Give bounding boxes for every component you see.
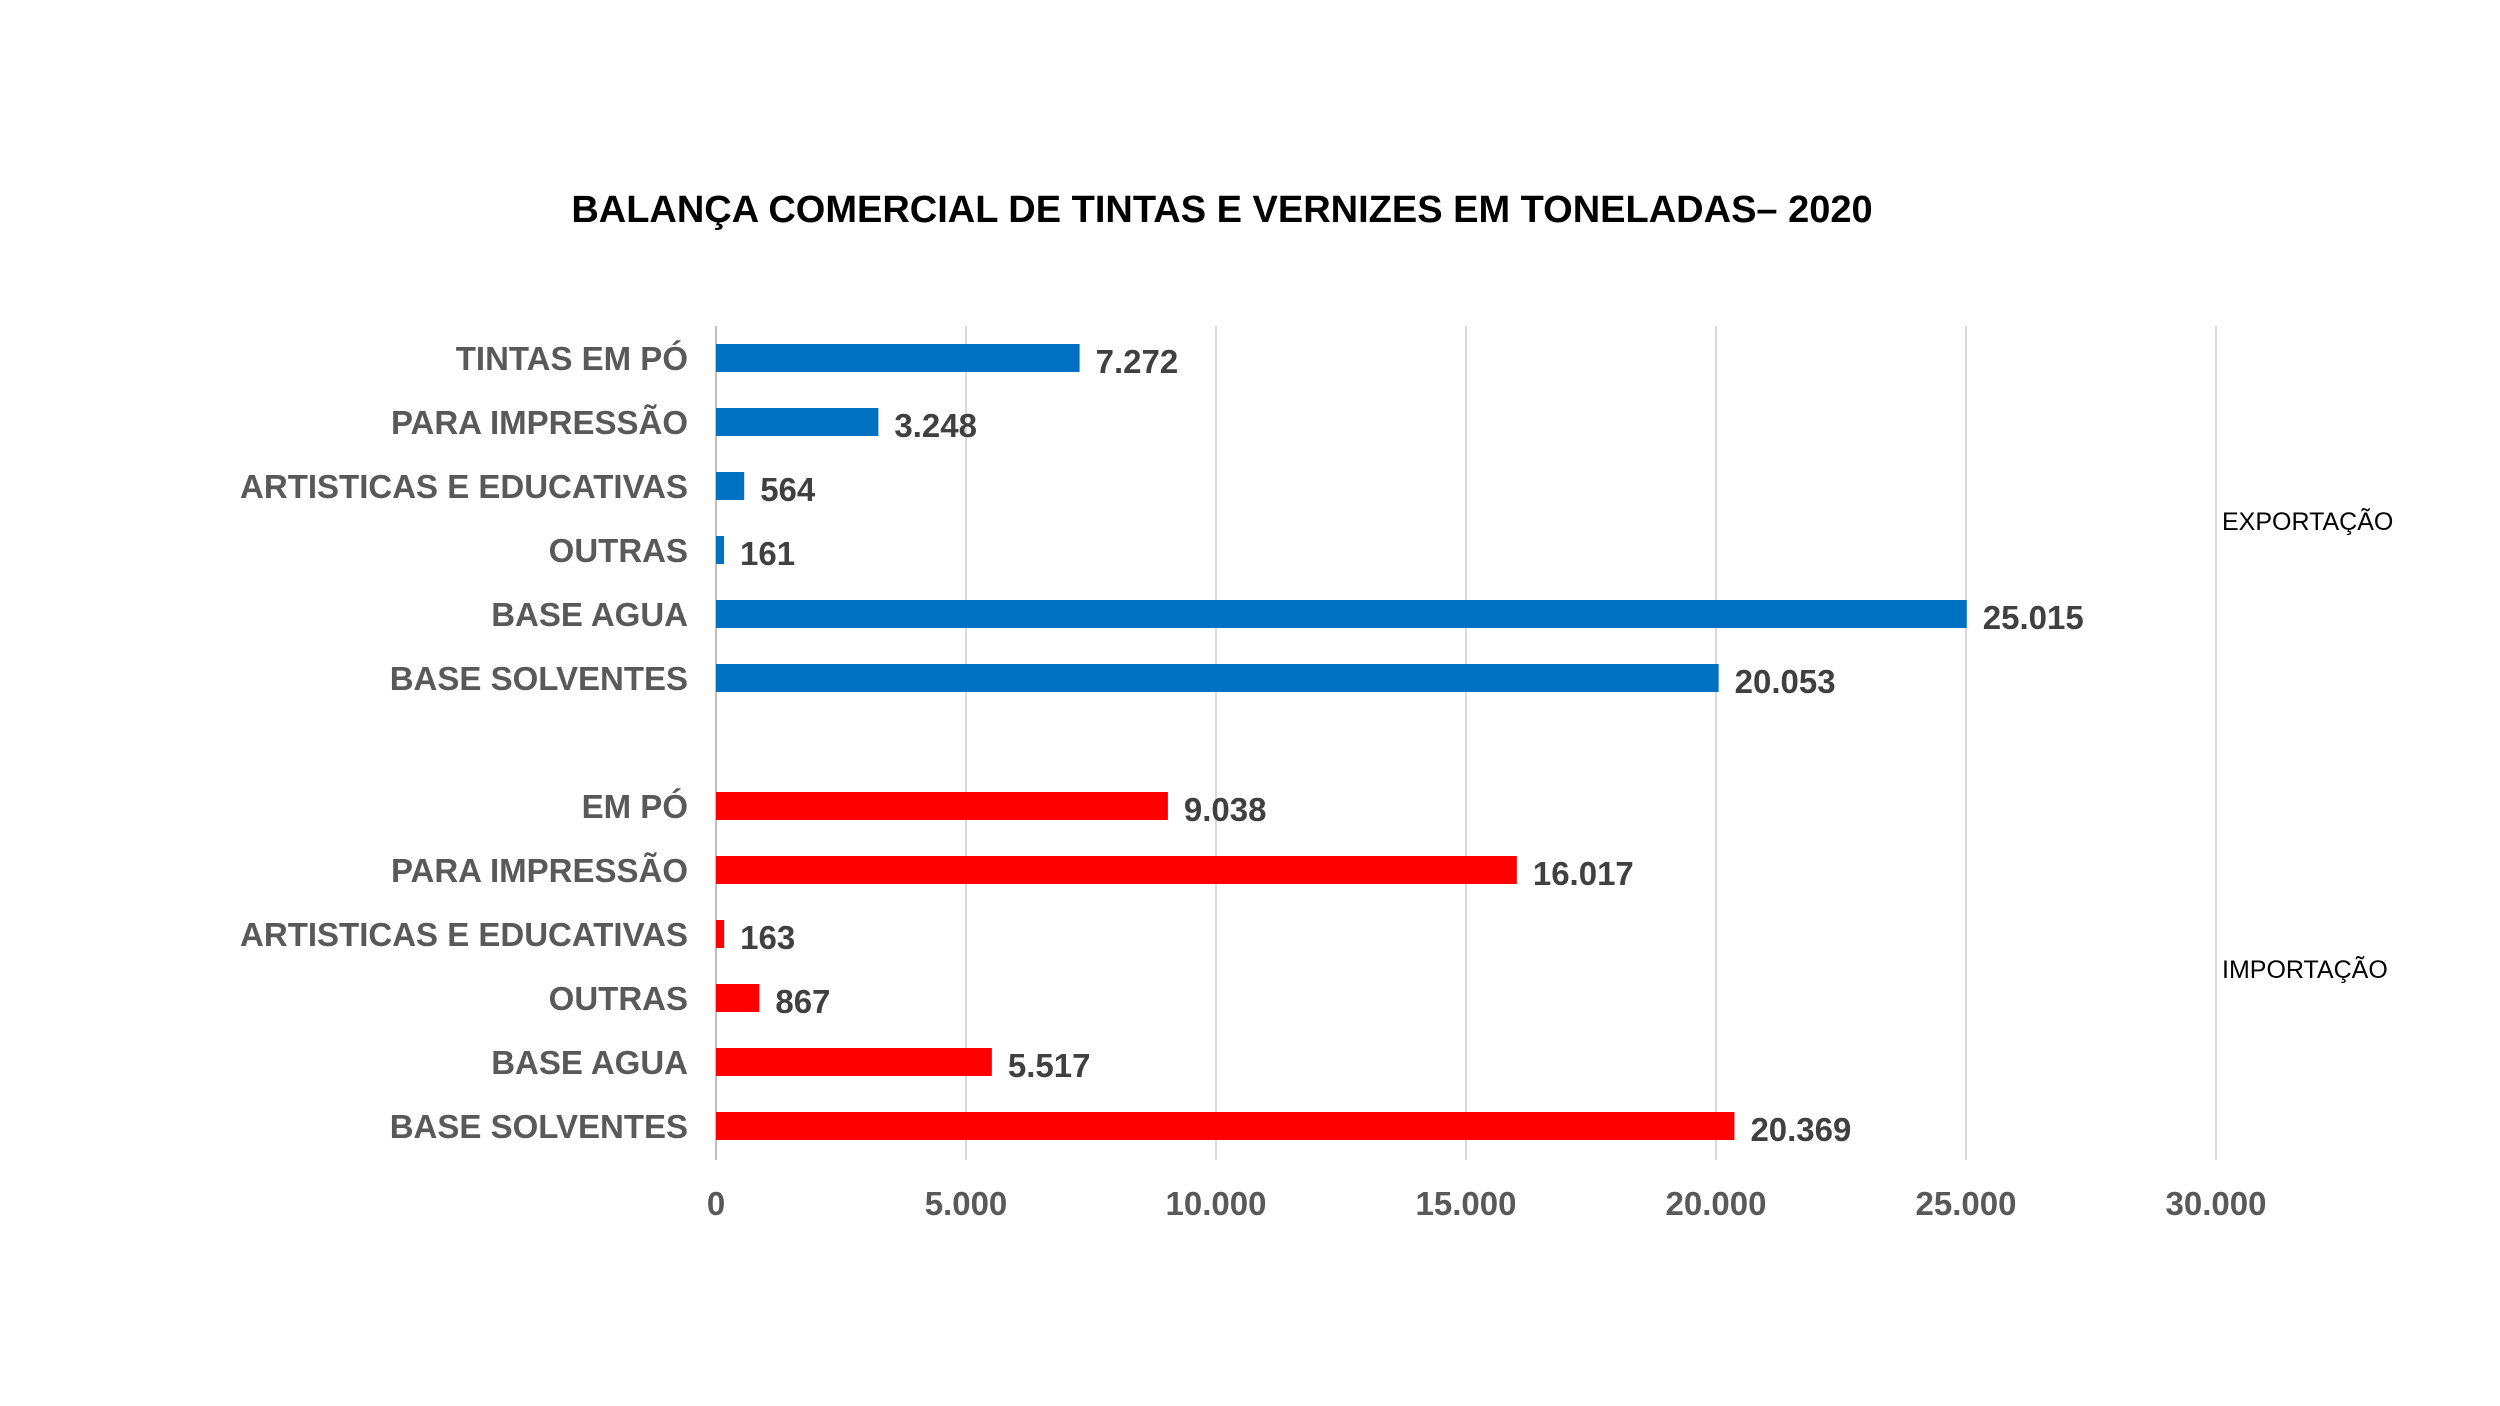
x-tick-label: 30.000 (2166, 1185, 2267, 1222)
category-label: OUTRAS (549, 980, 688, 1017)
category-label: PARA IMPRESSÃO (391, 852, 688, 889)
data-label: 163 (740, 919, 795, 956)
bar (716, 408, 879, 436)
bars (716, 344, 1967, 1140)
x-tick-label: 25.000 (1916, 1185, 2017, 1222)
category-label: ARTISTICAS E EDUCATIVAS (240, 916, 688, 953)
bar (716, 344, 1080, 372)
bar (716, 664, 1719, 692)
category-label: BASE AGUA (491, 1044, 688, 1081)
category-label: PARA IMPRESSÃO (391, 404, 688, 441)
bar (716, 536, 725, 564)
data-label: 867 (775, 983, 830, 1020)
bar (716, 600, 1967, 628)
data-label: 20.053 (1735, 663, 1836, 700)
category-labels: TINTAS EM PÓ PARA IMPRESSÃO ARTISTICAS E E… (240, 340, 688, 1145)
bar (716, 1112, 1735, 1140)
x-tick-label: 15.000 (1416, 1185, 1517, 1222)
category-label: OUTRAS (549, 532, 688, 569)
data-label: 7.272 (1096, 343, 1179, 380)
data-label: 25.015 (1983, 599, 2084, 636)
bar (716, 856, 1517, 884)
category-label: BASE SOLVENTES (390, 1108, 688, 1145)
x-tick-label: 0 (707, 1185, 725, 1222)
x-tick-label: 5.000 (925, 1185, 1008, 1222)
group-label: IMPORTAÇÃO (2222, 955, 2388, 984)
data-label: 20.369 (1750, 1111, 1851, 1148)
category-label: ARTISTICAS E EDUCATIVAS (240, 468, 688, 505)
group-label: EXPORTAÇÃO (2222, 507, 2393, 536)
data-label: 161 (740, 535, 795, 572)
x-tick-label: 20.000 (1666, 1185, 1767, 1222)
bar (716, 920, 725, 948)
x-tick-label: 10.000 (1166, 1185, 1267, 1222)
data-label: 16.017 (1533, 855, 1634, 892)
bar (716, 472, 745, 500)
data-label: 5.517 (1008, 1047, 1091, 1084)
data-label: 3.248 (894, 407, 977, 444)
data-label: 564 (760, 471, 816, 508)
gridlines (715, 326, 2217, 1160)
chart-title: BALANÇA COMERCIAL DE TINTAS E VERNIZES E… (571, 189, 1872, 231)
bar (716, 984, 760, 1012)
category-label: BASE AGUA (491, 596, 688, 633)
data-label: 9.038 (1184, 791, 1267, 828)
bar (716, 792, 1168, 820)
value-labels: 7.272 3.248 564 161 25.015 20.053 9.038 16.017 1… (740, 343, 2084, 1148)
category-label: BASE SOLVENTES (390, 660, 688, 697)
bar (716, 1048, 992, 1076)
category-label: EM PÓ (582, 788, 688, 825)
category-label: TINTAS EM PÓ (456, 340, 688, 377)
group-labels: EXPORTAÇÃO IMPORTAÇÃO (2222, 507, 2393, 984)
x-axis-ticks: 0 5.000 10.000 15.000 20.000 25.000 30.000 (707, 1185, 2267, 1222)
